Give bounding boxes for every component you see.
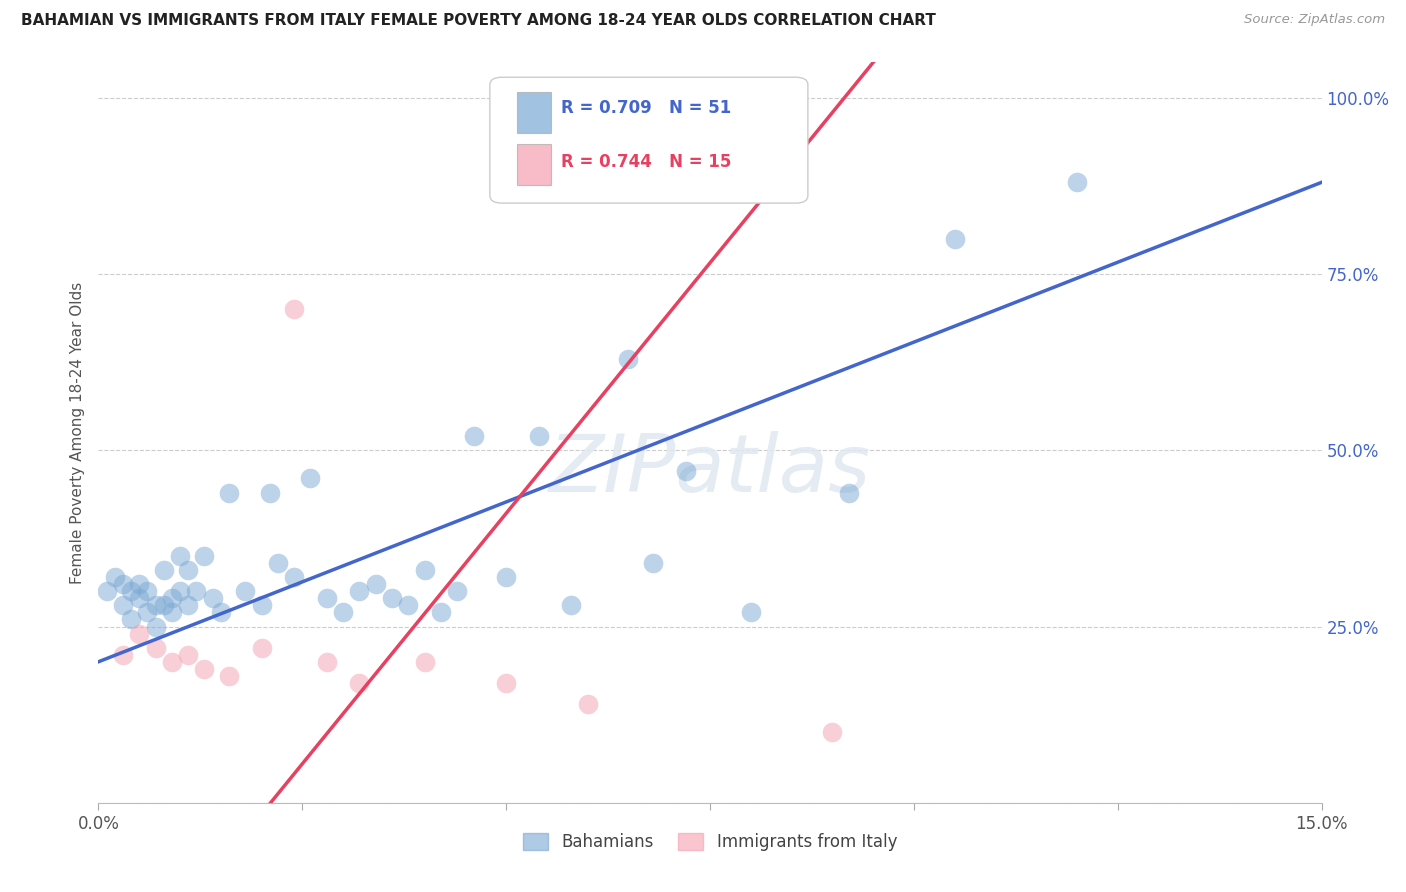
Point xyxy=(617,351,640,366)
Point xyxy=(128,626,150,640)
Point xyxy=(315,655,337,669)
FancyBboxPatch shape xyxy=(489,78,808,203)
Point xyxy=(233,584,256,599)
FancyBboxPatch shape xyxy=(517,144,551,185)
Point xyxy=(381,591,404,606)
Y-axis label: Female Poverty Among 18-24 Year Olds: Female Poverty Among 18-24 Year Olds xyxy=(70,282,86,583)
Point xyxy=(259,485,281,500)
Point xyxy=(1066,175,1088,189)
Point xyxy=(740,606,762,620)
Point xyxy=(160,591,183,606)
Point xyxy=(943,232,966,246)
Point xyxy=(177,648,200,662)
Point xyxy=(560,599,582,613)
Point xyxy=(160,606,183,620)
Text: Source: ZipAtlas.com: Source: ZipAtlas.com xyxy=(1244,13,1385,27)
Point xyxy=(315,591,337,606)
Point xyxy=(267,556,290,570)
Point xyxy=(396,599,419,613)
Point xyxy=(201,591,224,606)
Point xyxy=(120,612,142,626)
Point xyxy=(675,464,697,478)
Point xyxy=(413,563,436,577)
Point xyxy=(145,619,167,633)
Point xyxy=(96,584,118,599)
Point xyxy=(152,563,174,577)
Point xyxy=(349,676,371,690)
Point xyxy=(193,549,215,563)
Point xyxy=(209,606,232,620)
Point xyxy=(177,599,200,613)
Point xyxy=(250,640,273,655)
Point xyxy=(218,485,240,500)
Point xyxy=(283,570,305,584)
Point xyxy=(136,606,159,620)
Point xyxy=(186,584,208,599)
Point xyxy=(430,606,453,620)
Point xyxy=(120,584,142,599)
Point xyxy=(527,429,550,443)
Point xyxy=(160,655,183,669)
Point xyxy=(218,669,240,683)
Text: R = 0.744   N = 15: R = 0.744 N = 15 xyxy=(561,153,731,171)
Point xyxy=(193,662,215,676)
Text: BAHAMIAN VS IMMIGRANTS FROM ITALY FEMALE POVERTY AMONG 18-24 YEAR OLDS CORRELATI: BAHAMIAN VS IMMIGRANTS FROM ITALY FEMALE… xyxy=(21,13,936,29)
Point xyxy=(145,640,167,655)
Point xyxy=(128,591,150,606)
Point xyxy=(169,549,191,563)
Point xyxy=(332,606,354,620)
Point xyxy=(145,599,167,613)
Legend: Bahamians, Immigrants from Italy: Bahamians, Immigrants from Italy xyxy=(516,826,904,857)
Point xyxy=(641,556,664,570)
Point xyxy=(152,599,174,613)
Point xyxy=(446,584,468,599)
Text: ZIPatlas: ZIPatlas xyxy=(548,431,872,508)
Text: R = 0.709   N = 51: R = 0.709 N = 51 xyxy=(561,99,731,118)
Point xyxy=(463,429,485,443)
Point xyxy=(576,697,599,711)
Point xyxy=(283,302,305,317)
Point xyxy=(104,570,127,584)
FancyBboxPatch shape xyxy=(517,92,551,133)
Point xyxy=(838,485,860,500)
Point xyxy=(299,471,322,485)
Point xyxy=(111,577,134,591)
Point xyxy=(413,655,436,669)
Point xyxy=(111,648,134,662)
Point xyxy=(250,599,273,613)
Point xyxy=(821,725,844,739)
Point xyxy=(128,577,150,591)
Point xyxy=(495,676,517,690)
Point xyxy=(136,584,159,599)
Point xyxy=(364,577,387,591)
Point xyxy=(495,570,517,584)
Point xyxy=(111,599,134,613)
Point xyxy=(177,563,200,577)
Point xyxy=(349,584,371,599)
Point xyxy=(169,584,191,599)
